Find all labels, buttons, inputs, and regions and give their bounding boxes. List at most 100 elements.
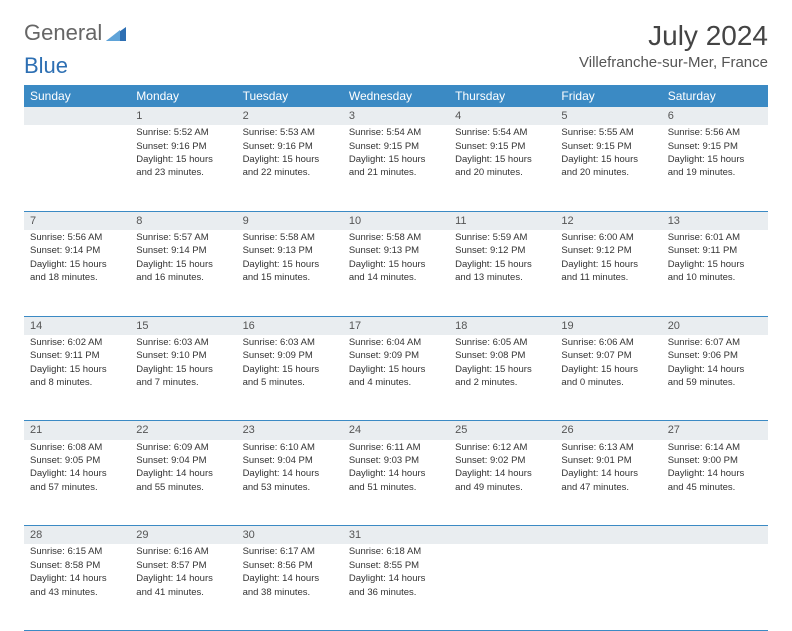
day-cell: Sunrise: 6:06 AMSunset: 9:07 PMDaylight:… — [555, 335, 661, 421]
sunrise-line: Sunrise: 5:52 AM — [136, 127, 230, 139]
sunset-line: Sunset: 9:14 PM — [136, 245, 230, 257]
day-cell: Sunrise: 5:58 AMSunset: 9:13 PMDaylight:… — [343, 230, 449, 316]
sunset-line: Sunset: 9:13 PM — [243, 245, 337, 257]
daylight-line1: Daylight: 14 hours — [136, 573, 230, 585]
day-cell: Sunrise: 6:17 AMSunset: 8:56 PMDaylight:… — [237, 544, 343, 630]
sunrise-line: Sunrise: 5:54 AM — [455, 127, 549, 139]
sunrise-line: Sunrise: 5:57 AM — [136, 232, 230, 244]
sunset-line: Sunset: 9:15 PM — [668, 141, 762, 153]
sunset-line: Sunset: 8:57 PM — [136, 560, 230, 572]
day-details: Sunrise: 6:17 AMSunset: 8:56 PMDaylight:… — [237, 544, 343, 605]
sunrise-line: Sunrise: 5:56 AM — [668, 127, 762, 139]
day-cell: Sunrise: 6:13 AMSunset: 9:01 PMDaylight:… — [555, 440, 661, 526]
sunrise-line: Sunrise: 6:11 AM — [349, 442, 443, 454]
sunrise-line: Sunrise: 6:03 AM — [136, 337, 230, 349]
day-number-cell: 1 — [130, 107, 236, 125]
day-number-cell: 26 — [555, 421, 661, 440]
sunset-line: Sunset: 9:09 PM — [349, 350, 443, 362]
day-cell — [555, 544, 661, 630]
daylight-line2: and 41 minutes. — [136, 587, 230, 599]
day-number-cell: 10 — [343, 211, 449, 230]
day-number-row: 123456 — [24, 107, 768, 125]
day-number-cell: 15 — [130, 316, 236, 335]
daylight-line1: Daylight: 15 hours — [455, 259, 549, 271]
day-cell: Sunrise: 5:57 AMSunset: 9:14 PM Daylight:… — [130, 230, 236, 316]
day-number-cell: 5 — [555, 107, 661, 125]
daylight-line1: Daylight: 14 hours — [668, 468, 762, 480]
day-details: Sunrise: 6:12 AMSunset: 9:02 PMDaylight:… — [449, 440, 555, 501]
day-number-row: 14151617181920 — [24, 316, 768, 335]
daylight-line1: Daylight: 15 hours — [668, 259, 762, 271]
day-number-cell: 4 — [449, 107, 555, 125]
day-cell: Sunrise: 6:12 AMSunset: 9:02 PMDaylight:… — [449, 440, 555, 526]
day-details: Sunrise: 6:11 AMSunset: 9:03 PMDaylight:… — [343, 440, 449, 501]
sunset-line: Sunset: 9:16 PM — [136, 141, 230, 153]
daylight-line1: Daylight: 15 hours — [349, 154, 443, 166]
day-number-cell: 9 — [237, 211, 343, 230]
daylight-line1: Daylight: 14 hours — [243, 468, 337, 480]
sunrise-line: Sunrise: 6:01 AM — [668, 232, 762, 244]
daylight-line2: and 20 minutes. — [561, 167, 655, 179]
day-number-row: 28293031 — [24, 526, 768, 545]
day-number-cell: 22 — [130, 421, 236, 440]
day-cell — [449, 544, 555, 630]
weekday-header: Wednesday — [343, 85, 449, 107]
day-details: Sunrise: 5:55 AMSunset: 9:15 PMDaylight:… — [555, 125, 661, 186]
sunset-line: Sunset: 9:08 PM — [455, 350, 549, 362]
day-cell: Sunrise: 6:10 AMSunset: 9:04 PMDaylight:… — [237, 440, 343, 526]
weekday-header: Sunday — [24, 85, 130, 107]
daylight-line2: and 47 minutes. — [561, 482, 655, 494]
day-details: Sunrise: 6:09 AMSunset: 9:04 PMDaylight:… — [130, 440, 236, 501]
day-details: Sunrise: 5:53 AMSunset: 9:16 PMDaylight:… — [237, 125, 343, 186]
calendar-table: SundayMondayTuesdayWednesdayThursdayFrid… — [24, 85, 768, 631]
day-details: Sunrise: 6:16 AMSunset: 8:57 PMDaylight:… — [130, 544, 236, 605]
month-title: July 2024 — [579, 20, 768, 52]
sunrise-line: Sunrise: 6:10 AM — [243, 442, 337, 454]
day-cell: Sunrise: 5:59 AMSunset: 9:12 PMDaylight:… — [449, 230, 555, 316]
day-details: Sunrise: 5:58 AMSunset: 9:13 PMDaylight:… — [237, 230, 343, 291]
sunset-line: Sunset: 9:14 PM — [30, 245, 124, 257]
sunrise-line: Sunrise: 5:55 AM — [561, 127, 655, 139]
day-number-cell: 21 — [24, 421, 130, 440]
day-cell: Sunrise: 5:54 AMSunset: 9:15 PMDaylight:… — [343, 125, 449, 211]
day-number-cell: 11 — [449, 211, 555, 230]
sunset-line: Sunset: 9:11 PM — [668, 245, 762, 257]
daylight-line1: Daylight: 15 hours — [30, 364, 124, 376]
daylight-line2: and 5 minutes. — [243, 377, 337, 389]
daylight-line2: and 8 minutes. — [30, 377, 124, 389]
day-number-cell: 3 — [343, 107, 449, 125]
day-cell: Sunrise: 5:58 AMSunset: 9:13 PMDaylight:… — [237, 230, 343, 316]
day-content-row: Sunrise: 5:52 AM Sunset: 9:16 PM Daylight:… — [24, 125, 768, 211]
daylight-line2: and 59 minutes. — [668, 377, 762, 389]
day-number-cell: 16 — [237, 316, 343, 335]
day-cell: Sunrise: 6:16 AMSunset: 8:57 PMDaylight:… — [130, 544, 236, 630]
sunset-line: Sunset: 8:56 PM — [243, 560, 337, 572]
day-number-cell: 7 — [24, 211, 130, 230]
day-number-cell: 24 — [343, 421, 449, 440]
day-details: Sunrise: 6:02 AMSunset: 9:11 PMDaylight:… — [24, 335, 130, 396]
day-number-cell: 23 — [237, 421, 343, 440]
sunrise-line: Sunrise: 6:18 AM — [349, 546, 443, 558]
day-details: Sunrise: 5:54 AMSunset: 9:15 PMDaylight:… — [343, 125, 449, 186]
day-cell: Sunrise: 6:14 AMSunset: 9:00 PMDaylight:… — [662, 440, 768, 526]
day-details: Sunrise: 5:54 AMSunset: 9:15 PMDaylight:… — [449, 125, 555, 186]
day-cell: Sunrise: 6:07 AMSunset: 9:06 PMDaylight:… — [662, 335, 768, 421]
daylight-line1: Daylight: 15 hours — [136, 259, 230, 271]
day-content-row: Sunrise: 6:15 AMSunset: 8:58 PMDaylight:… — [24, 544, 768, 630]
day-number-cell — [24, 107, 130, 125]
day-details: Sunrise: 5:59 AMSunset: 9:12 PMDaylight:… — [449, 230, 555, 291]
day-content-row: Sunrise: 5:56 AMSunset: 9:14 PMDaylight:… — [24, 230, 768, 316]
sunset-line: Sunset: 9:11 PM — [30, 350, 124, 362]
daylight-line1: Daylight: 15 hours — [455, 154, 549, 166]
daylight-line1: Daylight: 15 hours — [30, 259, 124, 271]
daylight-line1: Daylight: 14 hours — [136, 468, 230, 480]
sunset-line: Sunset: 9:10 PM — [136, 350, 230, 362]
day-cell: Sunrise: 5:56 AMSunset: 9:15 PMDaylight:… — [662, 125, 768, 211]
day-number-cell: 6 — [662, 107, 768, 125]
day-cell — [24, 125, 130, 211]
day-details: Sunrise: 6:01 AMSunset: 9:11 PM Daylight:… — [662, 230, 768, 291]
sunset-line: Sunset: 9:07 PM — [561, 350, 655, 362]
daylight-line1: Daylight: 14 hours — [30, 573, 124, 585]
daylight-line2: and 22 minutes. — [243, 167, 337, 179]
day-number-cell: 19 — [555, 316, 661, 335]
